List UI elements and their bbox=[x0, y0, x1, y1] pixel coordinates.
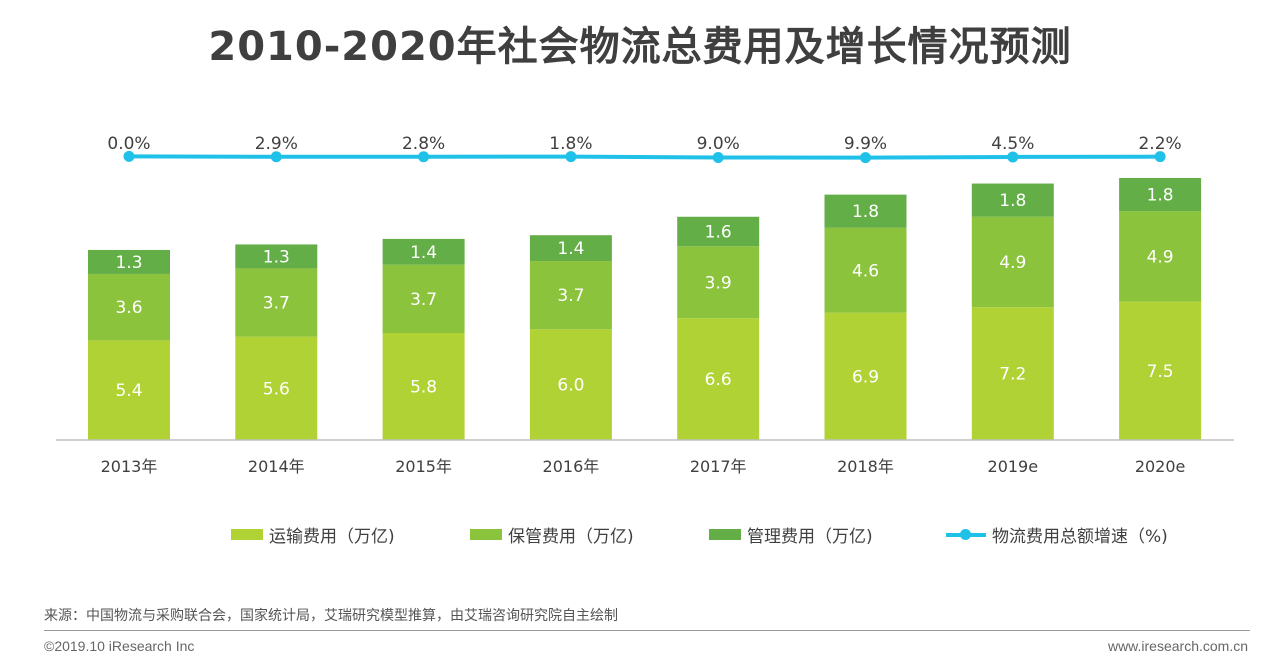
data-label-storage: 3.7 bbox=[557, 286, 584, 306]
growth-rate-label: 9.0% bbox=[697, 134, 740, 154]
bar-segment-storage bbox=[1119, 211, 1202, 302]
bar-segment-storage bbox=[971, 216, 1054, 308]
legend-label-growth: 物流费用总额增速（%) bbox=[992, 527, 1168, 547]
growth-rate-point bbox=[270, 151, 282, 163]
bar-segment-transport bbox=[235, 336, 318, 440]
bar-segment-management bbox=[235, 244, 318, 269]
x-tick-label: 2013年 bbox=[101, 457, 158, 476]
source-note: 来源：中国物流与采购联合会，国家统计局，艾瑞研究模型推算，由艾瑞咨询研究院自主绘… bbox=[44, 608, 618, 624]
x-tick-label: 2020e bbox=[1135, 457, 1186, 476]
bar-segment-storage bbox=[88, 273, 170, 341]
data-label-transport: 5.4 bbox=[115, 381, 142, 401]
bar-segment-management bbox=[1119, 178, 1202, 212]
growth-rate-label: 9.9% bbox=[844, 134, 887, 154]
data-label-management: 1.3 bbox=[115, 253, 142, 273]
data-label-management: 1.8 bbox=[1147, 186, 1174, 206]
footer-divider bbox=[44, 630, 1250, 631]
data-label-management: 1.8 bbox=[999, 191, 1026, 211]
data-label-storage: 4.9 bbox=[999, 253, 1026, 273]
growth-rate-point bbox=[418, 151, 430, 163]
x-tick-label: 2018年 bbox=[837, 457, 894, 476]
data-label-transport: 5.8 bbox=[410, 377, 437, 397]
x-tick-label: 2015年 bbox=[395, 457, 452, 476]
website-link[interactable]: www.iresearch.com.cn bbox=[1107, 638, 1248, 654]
growth-rate-point bbox=[565, 151, 577, 163]
data-label-storage: 4.9 bbox=[1147, 247, 1174, 267]
bar-segment-transport bbox=[1119, 301, 1202, 440]
x-tick-label: 2017年 bbox=[690, 457, 747, 476]
bar-segment-transport bbox=[824, 312, 907, 440]
bar-segment-transport bbox=[382, 332, 465, 440]
bar-segment-storage bbox=[529, 261, 612, 330]
data-label-transport: 5.6 bbox=[263, 379, 290, 399]
legend-item-storage: 保管费用（万亿) bbox=[470, 522, 634, 547]
data-label-transport: 6.6 bbox=[705, 370, 732, 390]
growth-rate-point bbox=[123, 150, 135, 162]
chart-title: 2010-2020年社会物流总费用及增长情况预测 bbox=[208, 24, 1072, 70]
data-label-transport: 7.2 bbox=[999, 365, 1026, 385]
bar-segment-storage bbox=[824, 227, 907, 313]
x-tick-label: 2016年 bbox=[543, 457, 600, 476]
legend-label-management: 管理费用（万亿) bbox=[747, 527, 873, 547]
legend-swatch-transport bbox=[231, 529, 263, 540]
growth-rate-label: 2.9% bbox=[255, 134, 298, 154]
chart-legend: 运输费用（万亿) 保管费用（万亿) 管理费用（万亿) 物流费用总额增速（%) bbox=[0, 522, 1280, 548]
data-label-storage: 3.7 bbox=[263, 294, 290, 314]
data-label-management: 1.6 bbox=[705, 223, 732, 243]
growth-rate-point bbox=[712, 151, 724, 163]
legend-label-storage: 保管费用（万亿) bbox=[508, 527, 634, 547]
growth-rate-line bbox=[128, 154, 1161, 160]
bar-segment-transport bbox=[88, 340, 170, 440]
growth-rate-point bbox=[1007, 151, 1019, 163]
legend-item-transport: 运输费用（万亿) bbox=[231, 522, 395, 547]
data-label-management: 1.8 bbox=[852, 202, 879, 222]
x-tick-label: 2014年 bbox=[248, 457, 305, 476]
bar-segment-management bbox=[971, 183, 1054, 217]
legend-item-management: 管理费用（万亿) bbox=[709, 522, 873, 547]
copyright-text: ©2019.10 iResearch Inc bbox=[44, 638, 195, 654]
bar-segment-management bbox=[529, 235, 612, 262]
growth-rate-label: 2.8% bbox=[402, 134, 445, 154]
bar-segment-transport bbox=[971, 307, 1054, 440]
growth-rate-label: 0.0% bbox=[107, 134, 150, 154]
bar-segment-management bbox=[677, 216, 760, 247]
bar-segment-transport bbox=[529, 329, 612, 440]
bar-segment-management bbox=[382, 238, 465, 265]
growth-rate-label: 1.8% bbox=[549, 134, 592, 154]
data-label-management: 1.3 bbox=[263, 247, 290, 267]
legend-swatch-management bbox=[709, 529, 741, 540]
bar-segment-storage bbox=[235, 268, 318, 337]
data-label-management: 1.4 bbox=[410, 243, 437, 263]
bar-segment-storage bbox=[382, 264, 465, 333]
bar-segment-management bbox=[824, 194, 907, 228]
legend-swatch-growth bbox=[946, 529, 986, 540]
data-label-storage: 4.6 bbox=[852, 261, 879, 281]
data-label-management: 1.4 bbox=[557, 239, 584, 259]
bar-segment-transport bbox=[677, 318, 760, 440]
legend-swatch-storage bbox=[470, 529, 502, 540]
data-label-transport: 6.0 bbox=[557, 376, 584, 396]
bar-segment-management bbox=[88, 249, 170, 274]
legend-label-transport: 运输费用（万亿) bbox=[269, 527, 395, 547]
data-label-storage: 3.9 bbox=[705, 273, 732, 293]
x-tick-label: 2019e bbox=[988, 457, 1039, 476]
data-label-storage: 3.7 bbox=[410, 290, 437, 310]
chart-canvas: 5.4 3.6 1.3 2013年 5.6 3.7 1.3 2014年 5.8 3.7 1.4 201… bbox=[56, 134, 1234, 476]
growth-rate-point bbox=[1154, 151, 1166, 163]
growth-rate-label: 4.5% bbox=[991, 134, 1034, 154]
growth-rate-label: 2.2% bbox=[1138, 134, 1181, 154]
data-label-transport: 7.5 bbox=[1147, 362, 1174, 382]
legend-item-growth: 物流费用总额增速（%) bbox=[946, 522, 1168, 547]
growth-rate-point bbox=[860, 152, 871, 164]
data-label-transport: 6.9 bbox=[852, 367, 879, 387]
bar-segment-storage bbox=[677, 246, 760, 319]
data-label-storage: 3.6 bbox=[115, 298, 142, 318]
